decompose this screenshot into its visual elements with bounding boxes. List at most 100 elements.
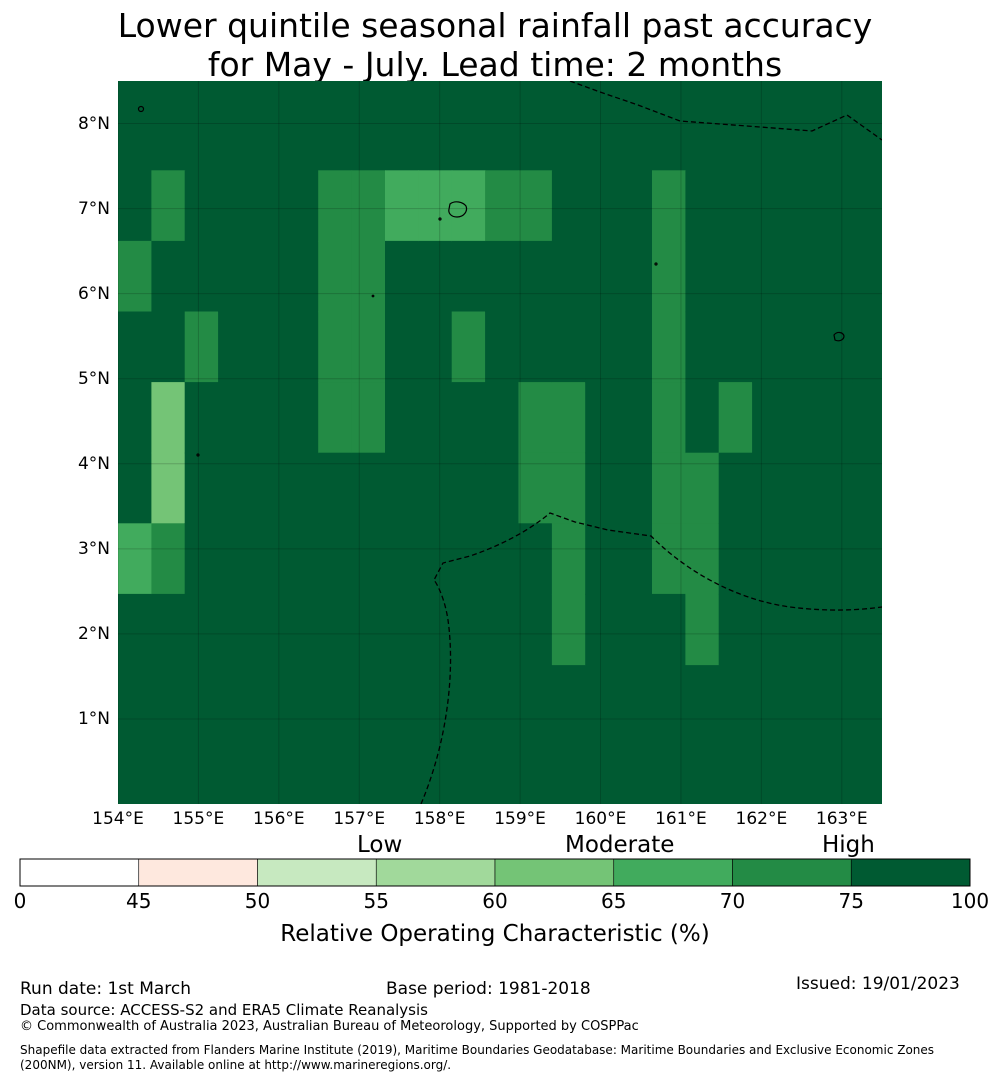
grid-cell <box>652 523 686 595</box>
grid-cell <box>351 170 386 242</box>
grid-cell <box>718 240 753 313</box>
latitude-label: 6°N <box>77 283 110 304</box>
colorbar-title: Relative Operating Characteristic (%) <box>280 921 710 947</box>
grid-cell <box>752 523 787 595</box>
grid-cell <box>351 311 386 383</box>
latitude-label: 2°N <box>77 623 110 644</box>
grid-cell <box>518 240 553 313</box>
grid-cell <box>818 452 853 524</box>
category-low-label: Low <box>357 832 403 858</box>
grid-cell <box>752 311 787 383</box>
island-outlines <box>137 105 845 457</box>
grid-cell <box>51 382 85 453</box>
latitude-label: 1°N <box>77 708 110 729</box>
grid-cell <box>151 382 186 454</box>
category-moderate-label: Moderate <box>565 832 675 858</box>
colorbar-segment <box>850 858 971 887</box>
grid-cell <box>818 523 853 595</box>
grid-cell <box>318 523 353 595</box>
grid-cell <box>118 523 119 595</box>
grid-cell <box>652 311 686 383</box>
colorbar-segment <box>732 858 852 887</box>
eez-boundary-north <box>569 81 882 141</box>
grid-cell <box>251 240 286 313</box>
grid-cell <box>652 240 686 313</box>
grid-cell <box>585 523 620 595</box>
grid-cell <box>585 240 620 313</box>
grid-cell <box>218 382 253 454</box>
grid-cell <box>418 523 453 595</box>
grid-cell <box>184 240 219 313</box>
grid-cell <box>485 523 520 595</box>
grid-cell <box>151 593 186 666</box>
copyright-notice: © Commonwealth of Australia 2023, Austra… <box>20 1019 639 1034</box>
islet-c <box>371 294 375 298</box>
grid-cell <box>184 593 219 666</box>
grid-cell <box>184 452 219 524</box>
shapefile-credit-line-1: Shapefile data extracted from Flanders M… <box>20 1043 935 1057</box>
grid-cell <box>818 311 853 383</box>
grid-cell <box>151 311 186 383</box>
colorbar-tick-label: 50 <box>244 889 271 913</box>
colorbar-tick-label: 45 <box>126 889 152 913</box>
grid-cell <box>718 593 753 666</box>
colorbar-segment <box>138 858 258 887</box>
grid-cell <box>218 170 253 242</box>
grid-cell <box>218 240 253 313</box>
colorbar-tick-label: 55 <box>363 889 389 913</box>
category-high-label: High <box>822 832 875 858</box>
rainfall-accuracy-cells <box>51 170 853 666</box>
grid-cell <box>251 593 286 666</box>
grid-cell <box>385 240 419 313</box>
grid-cell <box>218 311 253 383</box>
grid-cell <box>118 382 119 454</box>
grid-cell <box>718 311 753 383</box>
grid-cell <box>551 240 586 313</box>
grid-cell <box>685 523 720 595</box>
grid-cell <box>184 311 219 383</box>
grid-cell <box>618 311 653 383</box>
colorbar-segment <box>494 858 615 887</box>
grid-cell <box>785 593 820 666</box>
grid-cell <box>385 170 419 242</box>
grid-cell <box>385 593 419 666</box>
longitude-label: 159°E <box>494 809 546 829</box>
grid-cell <box>718 382 753 454</box>
data-source: Data source: ACCESS-S2 and ERA5 Climate … <box>20 1001 428 1019</box>
grid-cell <box>218 593 253 666</box>
grid-cell <box>485 593 520 666</box>
colorbar-segment <box>375 858 496 887</box>
grid-cell <box>151 240 186 313</box>
grid-cell <box>485 382 520 454</box>
grid-cell <box>318 170 353 242</box>
grid-cell <box>585 452 620 524</box>
grid-cell <box>284 523 319 595</box>
grid-cell <box>485 452 520 524</box>
grid-cell <box>284 593 319 666</box>
grid-cell <box>284 452 319 524</box>
grid-cell <box>318 452 353 524</box>
grid-cell <box>518 311 553 383</box>
grid-cell <box>251 311 286 383</box>
grid-cell <box>518 523 553 595</box>
longitude-label: 158°E <box>413 809 466 829</box>
grid-cell <box>785 170 820 242</box>
grid-cell <box>685 382 720 454</box>
grid-cell <box>785 240 820 313</box>
grid-cell <box>118 523 152 595</box>
grid-cell <box>618 170 653 242</box>
grid-cell <box>818 382 853 454</box>
grid-cell <box>518 452 553 524</box>
colorbar-tick-label: 65 <box>601 889 627 913</box>
colorbar-tick-label: 0 <box>13 889 27 913</box>
grid-cell <box>451 382 486 454</box>
map-area <box>51 81 882 804</box>
grid-cell <box>618 240 653 313</box>
grid-cell <box>551 452 586 524</box>
grid-cell <box>618 382 653 454</box>
grid-cell <box>752 382 787 454</box>
grid-cell <box>685 170 720 242</box>
grid-cell <box>351 593 386 666</box>
islet-a <box>438 217 442 221</box>
grid-cell <box>451 593 486 666</box>
